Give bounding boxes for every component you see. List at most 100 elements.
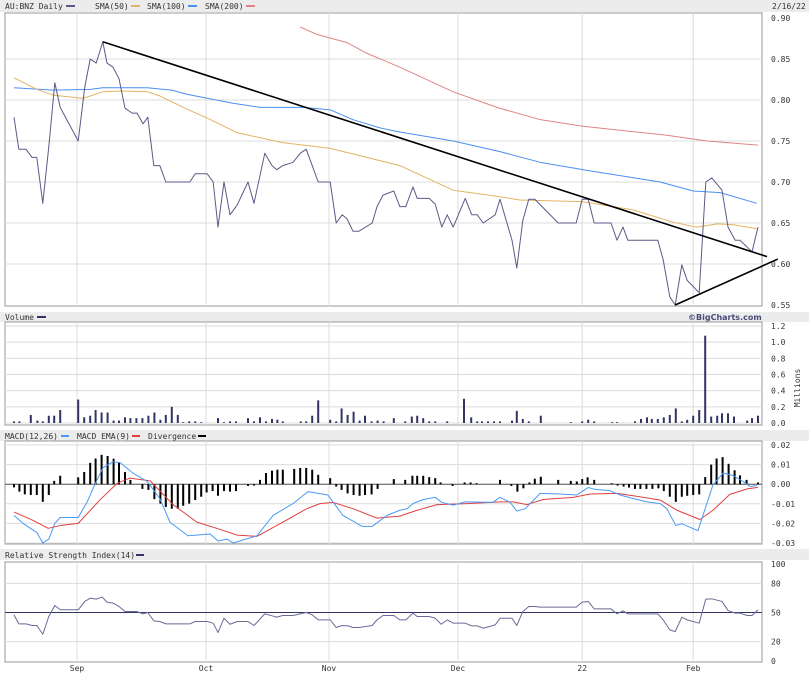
divergence-bar [13, 484, 15, 488]
macd-ema-line [13, 477, 759, 537]
divergence-bar [311, 469, 314, 485]
divergence-bar [733, 470, 736, 485]
divergence-bar [757, 482, 759, 485]
x-tick-label: Feb [686, 664, 701, 673]
divergence-bar [376, 484, 379, 489]
divergence-bar [265, 473, 267, 485]
price-header-bar [0, 0, 809, 12]
volume-bar [53, 415, 56, 423]
divergence-bar [411, 475, 414, 485]
trendline [674, 258, 779, 306]
macd-y-tick-label: -0.03 [771, 539, 795, 548]
volume-bar [593, 421, 596, 423]
volume-bar [188, 421, 191, 423]
volume-bar [428, 421, 431, 423]
divergence-bar [668, 484, 671, 497]
volume-bar [370, 421, 373, 423]
divergence-bar [94, 458, 97, 485]
divergence-bar [528, 482, 531, 485]
rsi-line [13, 596, 759, 635]
volume-bar [463, 398, 465, 423]
divergence-bar [182, 484, 185, 506]
price-y-tick-label: 0.85 [771, 55, 790, 64]
volume-bar [329, 419, 332, 423]
volume-bar [317, 400, 320, 423]
divergence-bar [422, 475, 425, 485]
volume-bar [727, 413, 729, 423]
divergence-bar [340, 484, 343, 490]
x-tick-label: Oct [199, 664, 214, 673]
volume-bar [159, 419, 162, 423]
legend-swatch-sma50 [131, 5, 140, 7]
divergence-bar [364, 484, 366, 495]
divergence-bar [124, 472, 126, 485]
price-y-tick-label: 0.70 [771, 178, 790, 187]
legend-volume: Volume [5, 313, 34, 322]
divergence-bar [47, 484, 50, 495]
rsi-panel: 0 20 50 80 100 [5, 560, 786, 666]
legend-sma50: SMA(50) [95, 2, 129, 11]
divergence-bar [392, 479, 395, 485]
volume-bar [757, 415, 759, 423]
volume-bar [358, 420, 361, 423]
divergence-bar [41, 484, 44, 502]
volume-bar [253, 421, 255, 423]
volume-bar [153, 412, 156, 423]
volume-bar [511, 420, 513, 423]
divergence-bar [510, 484, 513, 486]
divergence-bar [370, 484, 373, 495]
volume-bar [352, 411, 355, 423]
volume-bar [470, 417, 473, 423]
volume-unit-label: Millions [793, 369, 802, 408]
divergence-bar [276, 469, 279, 485]
volume-bar [281, 421, 284, 423]
volume-bar [106, 412, 109, 423]
divergence-bar [141, 484, 144, 489]
volume-bar [733, 416, 735, 423]
divergence-bar [416, 475, 419, 485]
divergence-bar [118, 462, 120, 485]
macd-panel: -0.03 -0.02 -0.01 0.00 0.01 0.02 [5, 441, 795, 548]
x-tick-label: Sep [70, 664, 85, 673]
legend-symbol: AU:BNZ Daily [5, 2, 63, 11]
divergence-bar [593, 479, 596, 485]
volume-y-tick-label: 0.2 [771, 403, 786, 412]
price-y-tick-label: 0.90 [771, 14, 790, 23]
sma100-line [13, 87, 757, 204]
volume-y-tick-label: 0.0 [771, 419, 786, 428]
volume-bar [499, 421, 501, 423]
x-tick-label: 22 [577, 664, 587, 673]
volume-bar [36, 420, 39, 423]
divergence-bar [229, 484, 231, 492]
volume-bar [646, 417, 648, 423]
divergence-bar [23, 484, 26, 495]
volume-bar [476, 421, 479, 423]
volume-bar [194, 421, 197, 423]
divergence-bar [164, 484, 167, 507]
rsi-y-tick-label: 100 [771, 560, 786, 569]
divergence-bar [516, 484, 519, 492]
volume-bar [569, 422, 572, 423]
divergence-bar [77, 477, 80, 485]
volume-bar [410, 416, 413, 423]
legend-swatch-volume [37, 316, 46, 318]
divergence-bar [692, 484, 695, 495]
volume-bar [83, 417, 86, 423]
divergence-bar [657, 484, 660, 489]
price-y-tick-label: 0.55 [771, 301, 790, 310]
macd-y-tick-label: -0.01 [771, 500, 795, 509]
volume-bar [382, 421, 385, 423]
divergence-bar [539, 476, 542, 485]
chart-date: 2/16/22 [772, 2, 806, 11]
divergence-bar [317, 474, 320, 485]
divergence-bar [83, 472, 86, 485]
divergence-bar [147, 484, 150, 490]
volume-bar [446, 421, 449, 423]
divergence-bar [59, 475, 62, 485]
divergence-bar [721, 457, 724, 485]
bigcharts-copyright: ©BigCharts.com [688, 313, 762, 322]
volume-bar [611, 422, 614, 423]
divergence-bar [352, 484, 355, 495]
divergence-bar [645, 484, 648, 489]
legend-swatch-macd-ema [132, 435, 140, 437]
